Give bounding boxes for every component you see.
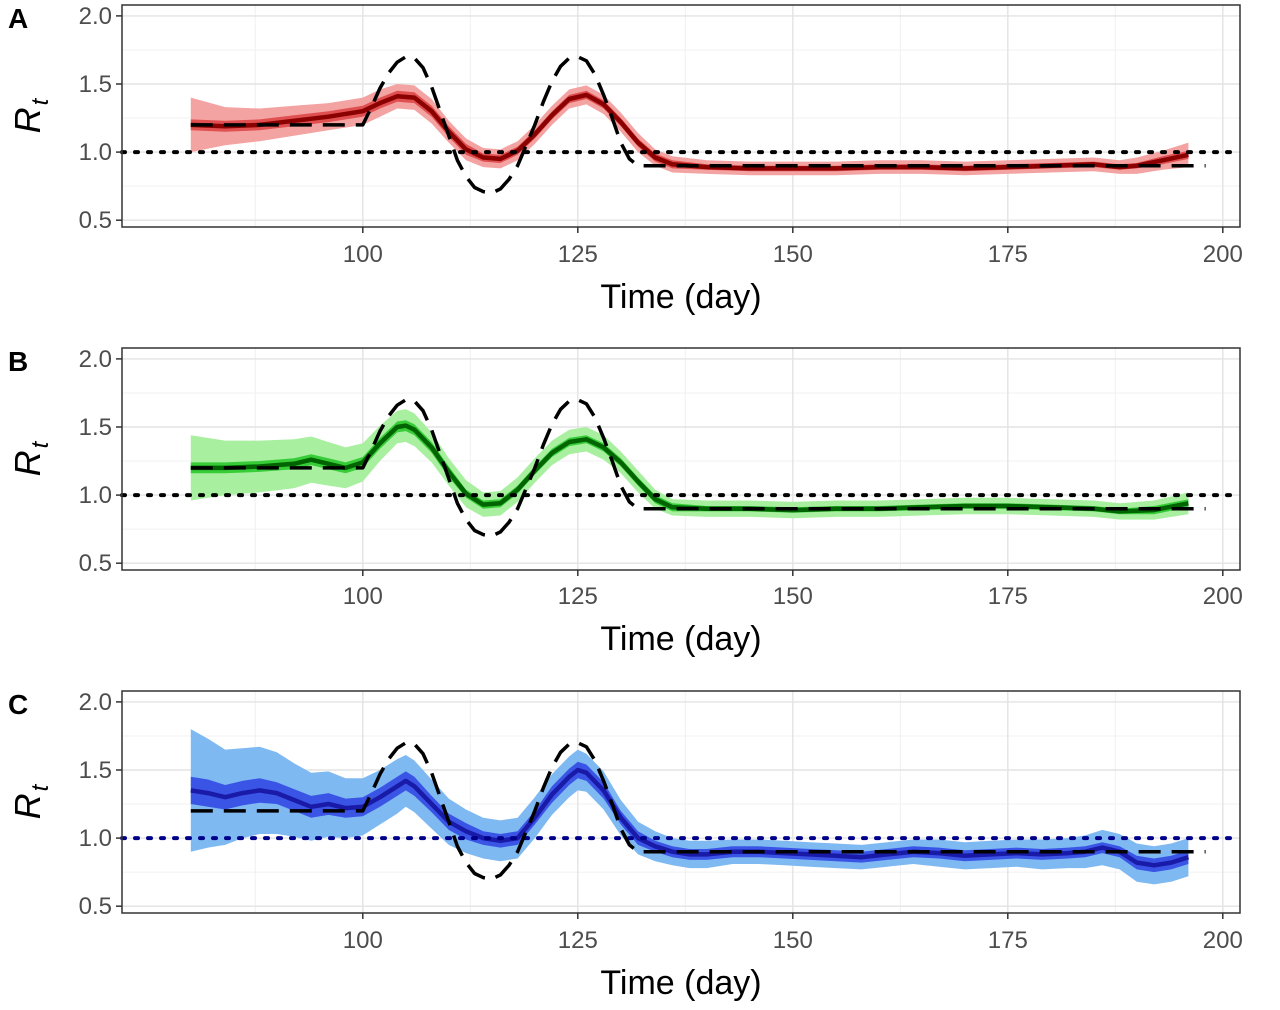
true-rt-line: [190, 398, 1206, 538]
true-rt-line: [190, 741, 1206, 881]
x-tick-label: 125: [558, 241, 598, 268]
x-tick-label: 175: [988, 927, 1028, 954]
x-tick-label: 150: [773, 583, 813, 610]
x-axis-label: Time (day): [600, 278, 761, 316]
y-axis-label: Rt: [7, 440, 54, 476]
y-tick-label: 1.5: [79, 757, 112, 784]
panel-border: [121, 690, 1241, 914]
estimate-line: [190, 423, 1189, 514]
y-axis-label-subscript: t: [27, 783, 54, 791]
y-tick-label: 1.5: [79, 414, 112, 441]
panel-a: 0.5 1.0 1.5 2.0 100 125 150 175 200 Time (day) Rt A: [7, 3, 1243, 316]
x-axis-label: Time (day): [600, 964, 761, 1002]
x-tick-label: 200: [1203, 241, 1243, 268]
y-tick-label: 1.0: [79, 139, 112, 166]
x-tick-label: 150: [773, 927, 813, 954]
outer-credible-band: [190, 729, 1189, 885]
x-axis-label: Time (day): [600, 620, 761, 658]
x-tick-label: 200: [1203, 927, 1243, 954]
x-tick-label: 175: [988, 583, 1028, 610]
y-axis-label-subscript: t: [27, 440, 54, 448]
x-tick-label: 100: [343, 241, 383, 268]
y-axis-label-main: R: [7, 450, 48, 476]
panel-label: B: [8, 346, 28, 377]
y-tick-label: 2.0: [79, 689, 112, 716]
x-tick-label: 200: [1203, 583, 1243, 610]
panel-b: 0.5 1.0 1.5 2.0 100 125 150 175 200 Time (day) Rt B: [7, 346, 1243, 658]
x-tick-label: 100: [343, 583, 383, 610]
panel-border: [121, 347, 1241, 571]
x-tick-label: 125: [558, 927, 598, 954]
y-tick-label: 2.0: [79, 346, 112, 373]
true-rt-line: [190, 55, 1206, 195]
y-axis-label-main: R: [7, 793, 48, 819]
x-tick-label: 100: [343, 927, 383, 954]
panel-c: 0.5 1.0 1.5 2.0 100 125 150 175 200 Time (day) Rt C: [7, 689, 1243, 1002]
y-tick-label: 0.5: [79, 207, 112, 234]
panel-label: A: [8, 3, 28, 34]
y-axis-label-main: R: [7, 107, 48, 133]
x-tick-label: 150: [773, 241, 813, 268]
panel-border: [121, 4, 1241, 228]
y-tick-label: 0.5: [79, 550, 112, 577]
y-tick-label: 1.0: [79, 482, 112, 509]
x-tick-label: 175: [988, 241, 1028, 268]
y-tick-label: 2.0: [79, 3, 112, 30]
y-axis-label: Rt: [7, 97, 54, 133]
panel-label: C: [8, 689, 28, 720]
y-tick-label: 0.5: [79, 893, 112, 920]
y-tick-label: 1.5: [79, 71, 112, 98]
x-tick-label: 125: [558, 583, 598, 610]
y-tick-label: 1.0: [79, 825, 112, 852]
y-axis-label: Rt: [7, 783, 54, 819]
y-axis-label-subscript: t: [27, 97, 54, 105]
estimate-line: [190, 92, 1189, 171]
